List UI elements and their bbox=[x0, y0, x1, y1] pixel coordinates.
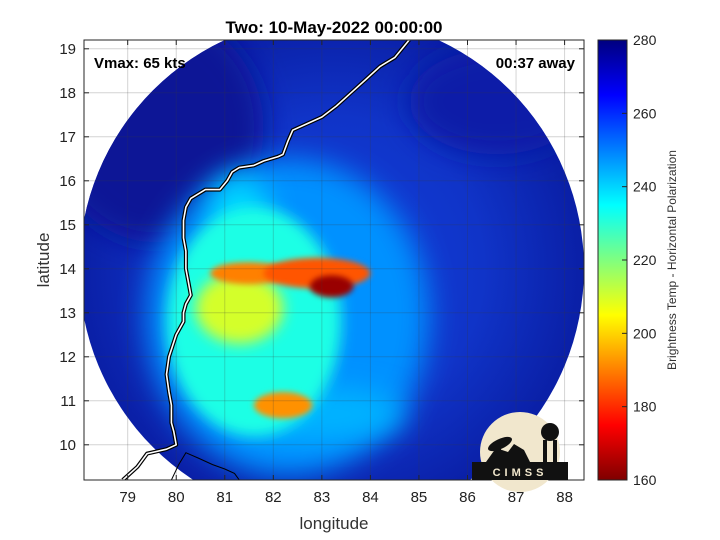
y-tick-label: 14 bbox=[59, 261, 76, 278]
x-tick-label: 83 bbox=[314, 489, 331, 506]
axis-ticks: 79 80 81 82 83 84 85 86 87 88 10 11 12 13 14 15 16 17 18 19 bbox=[59, 40, 584, 506]
colorbar-tick-label: 280 bbox=[633, 32, 657, 48]
india-coastline bbox=[122, 40, 410, 480]
feature-west-yellow-region bbox=[195, 273, 284, 344]
sri-lanka-coastline bbox=[170, 452, 240, 480]
coastline bbox=[121, 40, 411, 480]
x-axis-label: longitude bbox=[299, 514, 368, 533]
x-tick-label: 85 bbox=[411, 489, 428, 506]
colorbar-tick-label: 220 bbox=[633, 252, 657, 268]
y-tick-label: 12 bbox=[59, 349, 76, 366]
y-tick-label: 10 bbox=[59, 437, 76, 454]
plot-frame bbox=[83, 39, 585, 481]
colorbar-tick-label: 200 bbox=[633, 325, 657, 341]
x-tick-label: 80 bbox=[168, 489, 185, 506]
y-tick-label: 18 bbox=[59, 85, 76, 102]
x-tick-label: 84 bbox=[362, 489, 379, 506]
colorbar-tick-label: 260 bbox=[633, 105, 657, 121]
x-tick-label: 81 bbox=[216, 489, 233, 506]
colorbar-tick-label: 160 bbox=[633, 472, 657, 488]
y-tick-label: 11 bbox=[60, 393, 76, 410]
y-tick-label: 15 bbox=[59, 217, 76, 234]
y-axis-label: latitude bbox=[34, 233, 53, 288]
chart-title: Two: 10-May-2022 00:00:00 bbox=[225, 18, 442, 37]
logo-text: CIMSS bbox=[493, 467, 548, 479]
colorbar-tick-label: 180 bbox=[633, 399, 657, 415]
x-tick-label: 88 bbox=[556, 489, 573, 506]
y-tick-label: 17 bbox=[59, 129, 76, 146]
cimss-logo: CIMSS bbox=[472, 412, 568, 492]
y-tick-label: 19 bbox=[59, 41, 76, 58]
x-tick-label: 87 bbox=[508, 489, 525, 506]
x-tick-label: 86 bbox=[459, 489, 476, 506]
feature-southern-cell bbox=[253, 392, 313, 419]
y-tick-label: 13 bbox=[59, 305, 76, 322]
colorbar-tick-label: 240 bbox=[633, 179, 657, 195]
colorbar-label: Brightness Temp - Horizontal Polarizatio… bbox=[665, 150, 679, 370]
time-away-annotation: 00:37 away bbox=[496, 55, 576, 72]
y-tick-label: 16 bbox=[59, 173, 76, 190]
x-tick-label: 82 bbox=[265, 489, 282, 506]
x-tick-label: 79 bbox=[119, 489, 136, 506]
vmax-annotation: Vmax: 65 kts bbox=[94, 55, 186, 72]
grid-lines bbox=[84, 40, 584, 480]
colorbar-ticks: 160 180 200 220 240 260 280 bbox=[622, 32, 657, 488]
feature-core bbox=[309, 275, 354, 298]
